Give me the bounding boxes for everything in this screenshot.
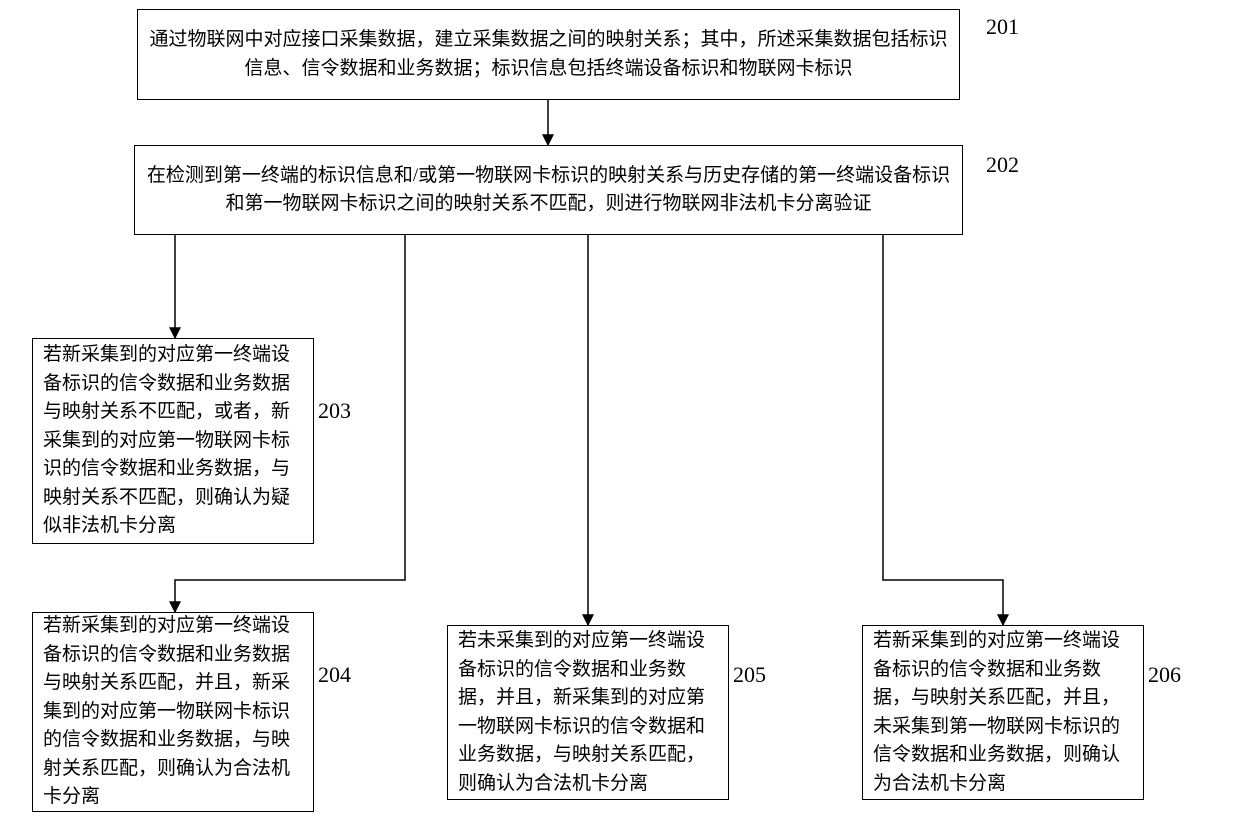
node-201-text: 通过物联网中对应接口采集数据，建立采集数据之间的映射关系；其中，所述采集数据包括… — [148, 26, 949, 83]
node-203: 若新采集到的对应第一终端设备标识的信令数据和业务数据与映射关系不匹配，或者，新采… — [32, 338, 314, 544]
label-202: 202 — [986, 152, 1019, 178]
node-206: 若新采集到的对应第一终端设备标识的信令数据和业务数据，与映射关系匹配，并且，未采… — [862, 625, 1144, 800]
edge-202-206 — [883, 235, 1003, 625]
label-204: 204 — [318, 662, 351, 688]
node-205: 若未采集到的对应第一终端设备标识的信令数据和业务数据，并且，新采集到的对应第一物… — [447, 625, 729, 800]
flowchart-container: 通过物联网中对应接口采集数据，建立采集数据之间的映射关系；其中，所述采集数据包括… — [0, 0, 1240, 830]
label-201: 201 — [986, 14, 1019, 40]
node-202: 在检测到第一终端的标识信息和/或第一物联网卡标识的映射关系与历史存储的第一终端设… — [134, 145, 963, 235]
node-201: 通过物联网中对应接口采集数据，建立采集数据之间的映射关系；其中，所述采集数据包括… — [137, 9, 960, 100]
node-205-text: 若未采集到的对应第一终端设备标识的信令数据和业务数据，并且，新采集到的对应第一物… — [458, 627, 718, 798]
node-202-text: 在检测到第一终端的标识信息和/或第一物联网卡标识的映射关系与历史存储的第一终端设… — [145, 162, 952, 219]
node-203-text: 若新采集到的对应第一终端设备标识的信令数据和业务数据与映射关系不匹配，或者，新采… — [43, 341, 303, 541]
node-204: 若新采集到的对应第一终端设备标识的信令数据和业务数据与映射关系匹配，并且，新采集… — [32, 612, 314, 812]
label-203: 203 — [318, 398, 351, 424]
node-204-text: 若新采集到的对应第一终端设备标识的信令数据和业务数据与映射关系匹配，并且，新采集… — [43, 612, 303, 812]
label-205: 205 — [733, 662, 766, 688]
node-206-text: 若新采集到的对应第一终端设备标识的信令数据和业务数据，与映射关系匹配，并且，未采… — [873, 627, 1133, 798]
label-206: 206 — [1148, 662, 1181, 688]
